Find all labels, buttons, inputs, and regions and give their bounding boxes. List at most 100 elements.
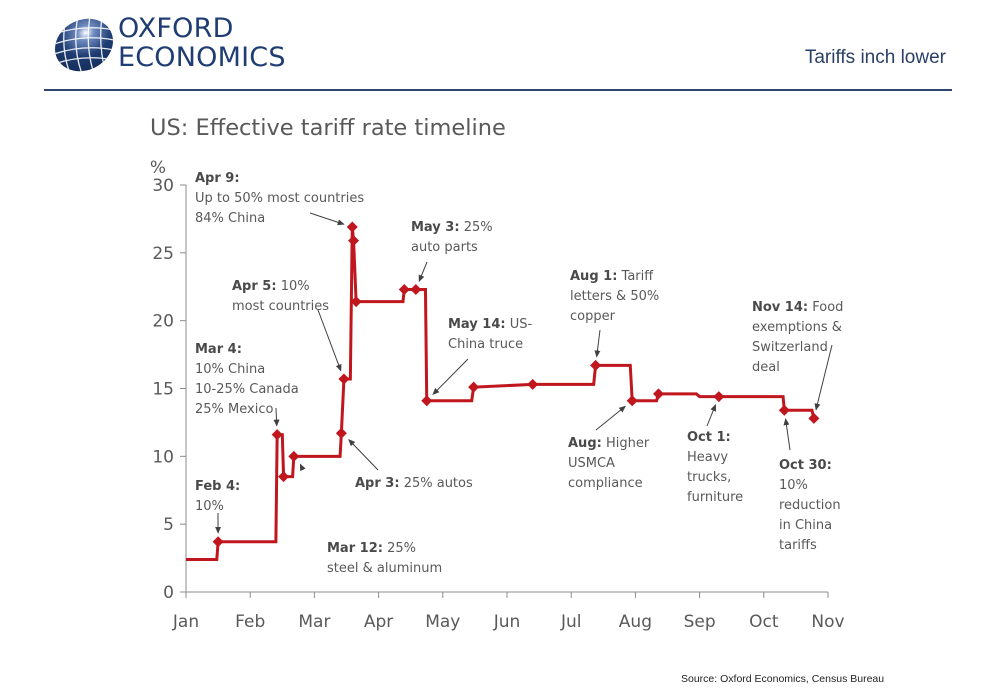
- annotation-arrow: [595, 405, 626, 431]
- annotation-desc: Switzerland: [752, 340, 828, 355]
- annotation-date: Apr 9:: [195, 171, 240, 186]
- annotation-arrow: [317, 309, 342, 372]
- data-point-marker: [335, 427, 347, 439]
- annotation-arrow: [594, 329, 601, 358]
- annotation-text: Mar 12: 25% steel & aluminum: [327, 541, 442, 576]
- annotation-desc: Food: [808, 300, 843, 315]
- x-tick-label: Jul: [560, 612, 582, 632]
- annotation-text: Apr 5: 10% most countries: [232, 279, 329, 314]
- annotation-arrow: [814, 344, 833, 411]
- annotation-arrow: [432, 358, 469, 396]
- annotation-arrow: [418, 261, 428, 283]
- y-tick-label: 5: [163, 515, 174, 535]
- y-tick-label: 20: [152, 312, 174, 332]
- annotation-desc: trucks,: [687, 470, 731, 485]
- annotation-text: May 3: 25% auto parts: [411, 220, 493, 255]
- annotations: Feb 4: 10% Mar 4: 10% China 10-25% Canada 25%…: [195, 171, 843, 576]
- annotation-date: Aug:: [568, 436, 602, 451]
- x-tick-label: Aug: [619, 612, 652, 632]
- annotation-text: Apr 3: 25% autos: [355, 476, 473, 491]
- data-point-marker: [468, 381, 480, 393]
- annotation-text: Aug 1: Tariff letters & 50% copper: [570, 269, 659, 324]
- data-point-marker: [398, 283, 410, 295]
- series: [186, 221, 820, 561]
- data-point-marker: [778, 404, 790, 416]
- annotation-desc: Heavy: [687, 450, 728, 465]
- annotation-text: Oct 1: Heavy trucks, furniture: [687, 430, 743, 505]
- annotation-desc: most countries: [232, 299, 329, 314]
- annotation-arrow: [783, 418, 791, 451]
- data-point-marker: [626, 395, 638, 407]
- annotation-arrow: [273, 407, 280, 427]
- data-point-marker: [653, 388, 665, 400]
- annotation-date: Nov 14:: [752, 300, 808, 315]
- annotation-apr3: Apr 3: 25% autos: [348, 439, 473, 491]
- annotation-date: Mar 4:: [195, 342, 242, 357]
- annotation-text: Mar 4: 10% China 10-25% Canada 25% Mexico: [195, 342, 299, 417]
- x-tick-label: Sep: [684, 612, 716, 632]
- annotation-desc: 25%: [460, 220, 493, 235]
- data-point-marker: [590, 359, 602, 371]
- annotation-desc: 25%: [383, 541, 416, 556]
- data-point-marker: [410, 283, 422, 295]
- annotation-mar4: Mar 4: 10% China 10-25% Canada 25% Mexico: [195, 342, 299, 427]
- y-tick-label: 15: [152, 380, 174, 400]
- annotation-desc: 10%: [277, 279, 310, 294]
- data-point-marker: [713, 391, 725, 403]
- oxford-economics-logo: OXFORD ECONOMICS: [52, 12, 312, 78]
- chart-title: US: Effective tariff rate timeline: [150, 115, 506, 141]
- data-point-marker: [338, 373, 350, 385]
- data-point-marker: [212, 536, 224, 548]
- annotation-date: May 14:: [448, 317, 506, 332]
- x-tick-label: Mar: [298, 612, 330, 632]
- data-point-marker: [278, 471, 290, 483]
- annotation-desc: 10%: [195, 499, 224, 514]
- annotation-desc: deal: [752, 360, 780, 375]
- data-point-marker: [808, 412, 820, 424]
- logo-line2: ECONOMICS: [118, 42, 286, 73]
- annotation-desc: 25% Mexico: [195, 402, 273, 417]
- annotation-arrow: [309, 212, 345, 226]
- annotation-date: Aug 1:: [570, 269, 617, 284]
- data-point-marker: [288, 450, 300, 462]
- annotation-desc: 10-25% Canada: [195, 382, 299, 397]
- annotation-text: May 14: US- China truce: [448, 317, 533, 352]
- x-tick-label: Nov: [811, 612, 844, 632]
- data-point-marker: [271, 429, 283, 441]
- annotation-desc: Up to 50% most countries: [195, 191, 364, 206]
- annotation-aug1: Aug 1: Tariff letters & 50% copper: [570, 269, 659, 358]
- page-subtitle: Tariffs inch lower: [804, 47, 946, 68]
- annotation-apr5: Apr 5: 10% most countries: [232, 279, 342, 372]
- annotation-desc: 10% China: [195, 362, 265, 377]
- data-point-marker: [421, 395, 433, 407]
- annotation-desc: tariffs: [779, 538, 817, 553]
- annotation-apr9: Apr 9: Up to 50% most countries 84% China: [195, 171, 364, 226]
- annotation-desc: reduction: [779, 498, 841, 513]
- annotation-date: Apr 3:: [355, 476, 400, 491]
- globe-icon: [53, 16, 115, 74]
- source-note: Source: Oxford Economics, Census Bureau: [681, 673, 885, 685]
- annotation-date: Feb 4:: [195, 479, 240, 494]
- logo-line1: OXFORD: [118, 13, 234, 44]
- annotation-text: Apr 9: Up to 50% most countries 84% China: [195, 171, 364, 226]
- annotation-desc: 84% China: [195, 211, 265, 226]
- annotation-arrow: [299, 463, 306, 472]
- annotation-desc: US-: [506, 317, 533, 332]
- annotation-text: Nov 14: Food exemptions & Switzerland deal: [752, 300, 843, 375]
- logo-wordmark: OXFORD ECONOMICS: [118, 14, 286, 72]
- data-point-marker: [527, 378, 539, 390]
- x-tick-label: Jan: [172, 612, 199, 632]
- y-tick-label: 25: [152, 244, 174, 264]
- x-tick-label: May: [425, 612, 460, 632]
- annotation-may14: May 14: US- China truce: [432, 317, 533, 396]
- x-tick-label: Jun: [493, 612, 521, 632]
- annotation-oct1: Oct 1: Heavy trucks, furniture: [687, 404, 743, 505]
- annotation-oct30: Oct 30: 10% reduction in China tariffs: [779, 418, 841, 553]
- annotation-desc: steel & aluminum: [327, 561, 442, 576]
- annotation-desc: copper: [570, 309, 616, 324]
- annotation-date: Oct 1:: [687, 430, 731, 445]
- annotation-desc: 25% autos: [400, 476, 473, 491]
- y-axis-unit-label: %: [150, 158, 166, 178]
- annotation-desc: in China: [779, 518, 832, 533]
